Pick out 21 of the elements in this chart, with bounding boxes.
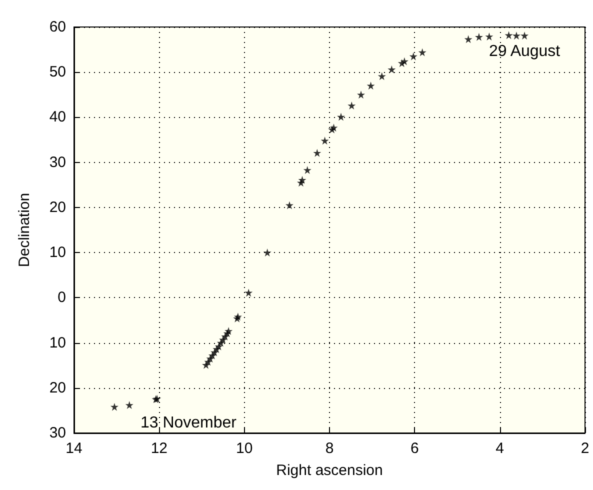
y-tick-label: 0	[58, 289, 66, 306]
x-tick-label: 4	[496, 440, 504, 457]
x-tick-label: 10	[236, 440, 253, 457]
x-tick-label: 6	[410, 440, 419, 457]
y-tick-label: 60	[49, 18, 66, 36]
x-tick-label: 14	[66, 440, 82, 457]
x-tick-label: 8	[325, 440, 334, 457]
annotation: 13 November	[140, 414, 238, 432]
y-tick-label: 20	[49, 198, 66, 216]
y-tick-label: 50	[49, 64, 66, 81]
y-tick-label: 30	[49, 424, 66, 442]
y-tick-label: 30	[49, 154, 66, 171]
y-axis-title: Declination	[16, 192, 33, 268]
x-tick-label: 2	[580, 440, 590, 457]
annotation: 29 August	[488, 43, 561, 60]
x-tick-label: 12	[150, 440, 168, 457]
y-tick-label: 10	[49, 244, 66, 262]
y-tick-label: 10	[49, 334, 66, 352]
x-axis-title: Right ascension	[276, 462, 383, 479]
y-tick-label: 20	[49, 379, 66, 396]
y-tick-label: 40	[49, 108, 66, 126]
